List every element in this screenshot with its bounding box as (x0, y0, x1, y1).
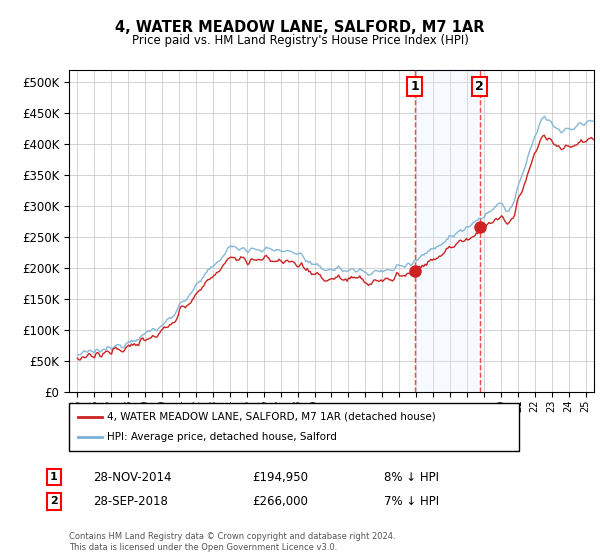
Bar (415, 70, 479, 392)
Text: Contains HM Land Registry data © Crown copyright and database right 2024.
This d: Contains HM Land Registry data © Crown c… (69, 532, 395, 552)
Text: 7% ↓ HPI: 7% ↓ HPI (384, 494, 439, 508)
Text: 4, WATER MEADOW LANE, SALFORD, M7 1AR (detached house): 4, WATER MEADOW LANE, SALFORD, M7 1AR (d… (107, 412, 436, 422)
Text: HPI: Average price, detached house, Salford: HPI: Average price, detached house, Salf… (107, 432, 337, 442)
Text: 8% ↓ HPI: 8% ↓ HPI (384, 470, 439, 484)
Text: 1: 1 (410, 80, 419, 92)
Text: 4, WATER MEADOW LANE, SALFORD, M7 1AR: 4, WATER MEADOW LANE, SALFORD, M7 1AR (115, 20, 485, 35)
Text: 28-SEP-2018: 28-SEP-2018 (93, 494, 168, 508)
Text: £266,000: £266,000 (252, 494, 308, 508)
Text: 28-NOV-2014: 28-NOV-2014 (93, 470, 172, 484)
Text: £194,950: £194,950 (252, 470, 308, 484)
Text: 2: 2 (50, 496, 58, 506)
Text: 2: 2 (475, 80, 484, 92)
Text: Price paid vs. HM Land Registry's House Price Index (HPI): Price paid vs. HM Land Registry's House … (131, 34, 469, 46)
Text: 1: 1 (50, 472, 58, 482)
